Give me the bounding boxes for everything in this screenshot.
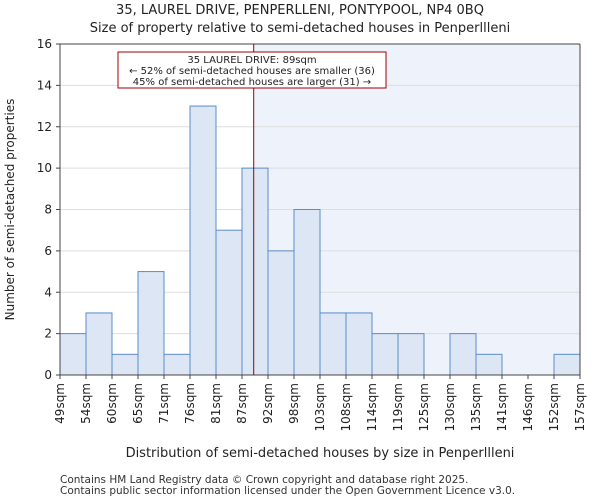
- bar-152sqm: [553, 353, 581, 376]
- bar-103sqm: [319, 312, 347, 376]
- y-tick-label: 8: [44, 203, 52, 217]
- x-tick-label: 81sqm: [209, 383, 223, 424]
- x-axis-label: Distribution of semi-detached houses by …: [126, 446, 515, 461]
- x-tick-label: 65sqm: [131, 383, 145, 424]
- y-tick-label: 12: [37, 120, 52, 134]
- x-tick-label: 92sqm: [261, 383, 275, 424]
- bar-81sqm: [215, 229, 243, 376]
- bar-76sqm: [189, 105, 217, 376]
- annotation-box: [117, 51, 387, 89]
- x-tick-label: 60sqm: [105, 383, 119, 424]
- x-tick-label: 152sqm: [547, 383, 561, 431]
- bar-130sqm: [449, 333, 477, 376]
- footer-line-2: Contains public sector information licen…: [60, 485, 516, 497]
- bar-114sqm: [371, 333, 399, 376]
- bar-108sqm: [345, 312, 373, 376]
- x-tick-label: 130sqm: [443, 383, 457, 431]
- bar-135sqm: [475, 353, 503, 376]
- x-tick-label: 146sqm: [521, 383, 535, 431]
- x-tick-label: 119sqm: [391, 383, 405, 431]
- annotation-line-1: 35 LAUREL DRIVE: 89sqm: [187, 55, 316, 66]
- y-tick-label: 16: [37, 37, 52, 51]
- x-tick-label: 76sqm: [183, 383, 197, 424]
- y-tick-label: 6: [44, 244, 52, 258]
- y-tick-label: 2: [44, 327, 52, 341]
- y-tick-label: 0: [44, 368, 52, 382]
- annotation-line-2: ← 52% of semi-detached houses are smalle…: [129, 66, 375, 77]
- bar-92sqm: [267, 250, 295, 376]
- bar-49sqm: [59, 333, 87, 376]
- x-tick-label: 135sqm: [469, 383, 483, 431]
- x-tick-label: 103sqm: [313, 383, 327, 431]
- bar-98sqm: [293, 209, 321, 376]
- x-tick-label: 141sqm: [495, 383, 509, 431]
- chart-subtitle: Size of property relative to semi-detach…: [89, 21, 511, 36]
- y-tick-label: 14: [37, 78, 52, 92]
- chart-title: 35, LAUREL DRIVE, PENPERLLENI, PONTYPOOL…: [116, 3, 484, 18]
- footer-line-1: Contains HM Land Registry data © Crown c…: [60, 474, 469, 486]
- x-tick-label: 71sqm: [157, 383, 171, 424]
- bar-60sqm: [111, 353, 139, 376]
- bar-71sqm: [163, 353, 191, 376]
- x-tick-label: 157sqm: [573, 383, 587, 431]
- bar-65sqm: [137, 271, 165, 376]
- x-tick-label: 98sqm: [287, 383, 301, 424]
- y-axis-label: Number of semi-detached properties: [3, 99, 17, 321]
- x-tick-label: 87sqm: [235, 383, 249, 424]
- bar-87sqm: [241, 167, 269, 376]
- bar-119sqm: [397, 333, 425, 376]
- x-tick-label: 54sqm: [79, 383, 93, 424]
- x-tick-label: 114sqm: [365, 383, 379, 431]
- x-tick-label: 49sqm: [53, 383, 67, 424]
- x-tick-label: 125sqm: [417, 383, 431, 431]
- bar-54sqm: [85, 312, 113, 376]
- y-tick-label: 4: [44, 285, 52, 299]
- y-tick-label: 10: [37, 161, 52, 175]
- annotation-line-3: 45% of semi-detached houses are larger (…: [133, 77, 371, 88]
- x-tick-label: 108sqm: [339, 383, 353, 431]
